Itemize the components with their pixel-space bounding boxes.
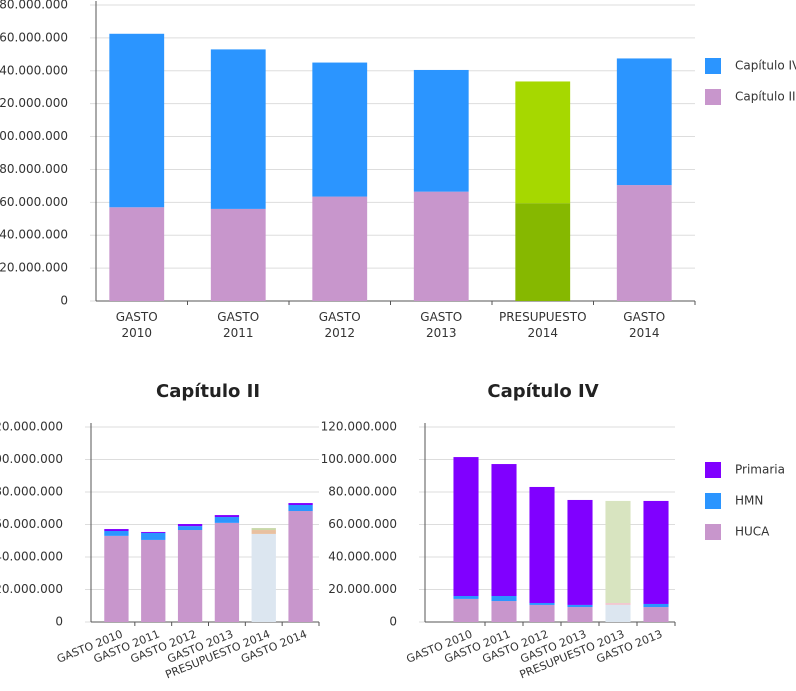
- y-tick-label: 0: [389, 615, 397, 629]
- y-tick-label: 180.000.000: [0, 0, 68, 12]
- y-tick-label: 60.000.000: [0, 195, 68, 209]
- bar-segment: [453, 598, 479, 622]
- bar-segment: [605, 604, 631, 622]
- y-tick-label: 120.000.000: [321, 420, 397, 434]
- x-tick-label: GASTO 2013: [420, 310, 462, 340]
- bar-segment: [214, 515, 240, 518]
- bar-segment: [515, 81, 571, 204]
- x-tick-label: PRESUPUESTO 2014: [499, 310, 587, 340]
- legend-swatch: [705, 58, 721, 74]
- bar-segment: [251, 530, 276, 534]
- bar-segment: [210, 49, 266, 209]
- bar-segment: [515, 203, 571, 301]
- bar-segment: [567, 499, 593, 605]
- legend-label: HUCA: [735, 525, 770, 539]
- bar-segment: [643, 607, 669, 622]
- bar-segment: [605, 500, 631, 603]
- y-tick-label: 100.000.000: [321, 452, 397, 466]
- y-tick-label: 140.000.000: [0, 63, 68, 77]
- y-tick-label: 120.000.000: [0, 420, 63, 434]
- legend-label: HMN: [735, 494, 763, 508]
- chart-title: Capítulo IV: [487, 381, 598, 402]
- bar-segment: [109, 207, 165, 301]
- bar-segment: [288, 503, 313, 505]
- bar-segment: [567, 604, 593, 608]
- bar-segment: [605, 602, 631, 605]
- y-tick-label: 100.000.000: [0, 452, 63, 466]
- legend-label: Primaria: [735, 463, 785, 477]
- bar-segment: [288, 505, 313, 512]
- bar-segment: [413, 191, 469, 301]
- bar-segment: [141, 539, 166, 622]
- bar-segment: [491, 596, 517, 602]
- bar-segment: [491, 601, 517, 622]
- bar-segment: [529, 602, 555, 605]
- x-tick-label: GASTO 2010: [116, 310, 158, 340]
- bar-segment: [616, 58, 672, 186]
- bar-segment: [177, 530, 203, 622]
- legend-label: Capítulo IV: [735, 59, 796, 73]
- y-tick-label: 120.000.000: [0, 96, 68, 110]
- y-tick-label: 0: [60, 294, 68, 308]
- bar-segment: [312, 62, 368, 197]
- y-tick-label: 40.000.000: [328, 550, 397, 564]
- y-tick-label: 20.000.000: [0, 582, 63, 596]
- bar-segment: [214, 517, 240, 523]
- bar-segment: [567, 607, 593, 622]
- x-tick-label: GASTO 2014: [623, 310, 665, 340]
- x-tick-label: GASTO 2012: [319, 310, 361, 340]
- bar-segment: [104, 529, 129, 531]
- bar-segment: [141, 532, 166, 540]
- legend-swatch: [705, 524, 721, 540]
- bar-segment: [453, 596, 479, 599]
- bar-segment: [643, 500, 669, 604]
- y-tick-label: 100.000.000: [0, 129, 68, 143]
- chart-title: Capítulo II: [156, 381, 260, 402]
- bar-segment: [109, 33, 165, 208]
- bar-segment: [312, 196, 368, 301]
- bar-segment: [643, 603, 669, 608]
- y-tick-label: 80.000.000: [328, 485, 397, 499]
- bar-segment: [141, 531, 166, 533]
- y-tick-label: 20.000.000: [328, 582, 397, 596]
- bar-segment: [413, 69, 469, 192]
- bar-segment: [251, 533, 276, 622]
- bar-segment: [177, 524, 203, 527]
- x-tick-label: GASTO 2011: [217, 310, 259, 340]
- y-tick-label: 160.000.000: [0, 30, 68, 44]
- y-tick-label: 80.000.000: [0, 485, 63, 499]
- bar-segment: [288, 511, 313, 622]
- bar-segment: [214, 522, 240, 622]
- legend-label: Capítulo II: [735, 90, 796, 104]
- bar-segment: [177, 526, 203, 531]
- legend-swatch: [705, 493, 721, 509]
- y-tick-label: 60.000.000: [0, 517, 63, 531]
- bar-segment: [210, 208, 266, 301]
- bar-segment: [251, 528, 276, 531]
- legend-swatch: [705, 89, 721, 105]
- bar-segment: [104, 535, 129, 622]
- y-tick-label: 80.000.000: [0, 162, 68, 176]
- legend-swatch: [705, 462, 721, 478]
- y-tick-label: 40.000.000: [0, 550, 63, 564]
- y-tick-label: 40.000.000: [0, 228, 68, 242]
- y-tick-label: 60.000.000: [328, 517, 397, 531]
- y-tick-label: 20.000.000: [0, 261, 68, 275]
- bar-segment: [453, 457, 479, 596]
- bar-segment: [491, 464, 517, 596]
- bar-segment: [616, 185, 672, 301]
- bar-segment: [529, 486, 555, 603]
- bar-segment: [529, 604, 555, 622]
- y-tick-label: 0: [55, 615, 63, 629]
- bar-segment: [104, 531, 129, 536]
